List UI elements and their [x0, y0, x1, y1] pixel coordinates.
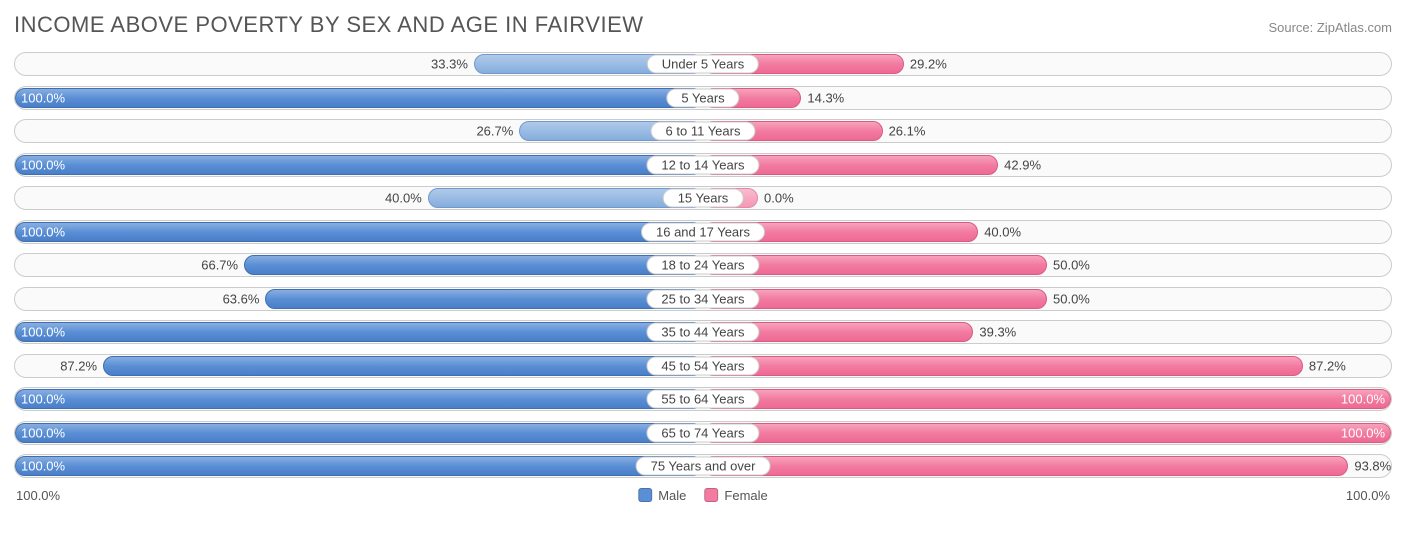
- legend-male-label: Male: [658, 488, 686, 503]
- female-value-label: 39.3%: [979, 325, 1016, 340]
- axis-right-label: 100.0%: [1346, 488, 1390, 503]
- male-value-label: 100.0%: [21, 325, 65, 340]
- chart-row: 100.0% 39.3% 35 to 44 Years: [14, 320, 1392, 344]
- male-bar: [15, 456, 703, 476]
- chart-row: 66.7% 50.0% 18 to 24 Years: [14, 253, 1392, 277]
- male-swatch: [638, 488, 652, 502]
- category-label: 5 Years: [666, 88, 739, 107]
- female-value-label: 100.0%: [1341, 392, 1385, 407]
- chart-row: 100.0% 42.9% 12 to 14 Years: [14, 153, 1392, 177]
- female-value-label: 42.9%: [1004, 157, 1041, 172]
- male-value-label: 40.0%: [385, 191, 422, 206]
- category-label: Under 5 Years: [647, 55, 759, 74]
- female-value-label: 14.3%: [807, 90, 844, 105]
- male-value-label: 100.0%: [21, 224, 65, 239]
- female-value-label: 50.0%: [1053, 258, 1090, 273]
- female-value-label: 50.0%: [1053, 291, 1090, 306]
- female-value-label: 87.2%: [1309, 358, 1346, 373]
- chart-row: 100.0% 93.8% 75 Years and over: [14, 454, 1392, 478]
- chart-row: 26.7% 26.1% 6 to 11 Years: [14, 119, 1392, 143]
- chart-title: INCOME ABOVE POVERTY BY SEX AND AGE IN F…: [14, 12, 644, 38]
- category-label: 75 Years and over: [636, 457, 771, 476]
- category-label: 55 to 64 Years: [646, 390, 759, 409]
- chart-row: 63.6% 50.0% 25 to 34 Years: [14, 287, 1392, 311]
- male-value-label: 100.0%: [21, 392, 65, 407]
- male-value-label: 100.0%: [21, 90, 65, 105]
- category-label: 16 and 17 Years: [641, 222, 765, 241]
- female-value-label: 0.0%: [764, 191, 794, 206]
- male-bar: [15, 155, 703, 175]
- male-bar: [15, 322, 703, 342]
- category-label: 12 to 14 Years: [646, 155, 759, 174]
- female-value-label: 100.0%: [1341, 425, 1385, 440]
- legend-female-label: Female: [724, 488, 767, 503]
- legend-female: Female: [704, 488, 767, 503]
- female-value-label: 29.2%: [910, 57, 947, 72]
- legend: Male Female: [638, 488, 768, 503]
- chart-row: 100.0% 14.3% 5 Years: [14, 86, 1392, 110]
- female-bar: [703, 356, 1303, 376]
- male-value-label: 100.0%: [21, 459, 65, 474]
- category-label: 25 to 34 Years: [646, 289, 759, 308]
- female-bar: [703, 456, 1348, 476]
- chart-header: INCOME ABOVE POVERTY BY SEX AND AGE IN F…: [14, 12, 1392, 38]
- male-value-label: 26.7%: [476, 124, 513, 139]
- chart-row: 100.0% 40.0% 16 and 17 Years: [14, 220, 1392, 244]
- legend-male: Male: [638, 488, 686, 503]
- male-value-label: 63.6%: [223, 291, 260, 306]
- chart-row: 100.0% 100.0% 55 to 64 Years: [14, 387, 1392, 411]
- category-label: 6 to 11 Years: [651, 122, 756, 141]
- x-axis: 100.0% Male Female 100.0%: [14, 488, 1392, 503]
- male-value-label: 33.3%: [431, 57, 468, 72]
- male-value-label: 66.7%: [201, 258, 238, 273]
- male-value-label: 100.0%: [21, 425, 65, 440]
- category-label: 18 to 24 Years: [646, 256, 759, 275]
- female-bar: [703, 389, 1391, 409]
- female-bar: [703, 423, 1391, 443]
- male-bar: [15, 88, 703, 108]
- chart-row: 87.2% 87.2% 45 to 54 Years: [14, 354, 1392, 378]
- male-bar: [15, 389, 703, 409]
- female-swatch: [704, 488, 718, 502]
- male-bar: [15, 222, 703, 242]
- category-label: 15 Years: [663, 189, 744, 208]
- male-bar: [103, 356, 703, 376]
- chart-row: 33.3% 29.2% Under 5 Years: [14, 52, 1392, 76]
- male-value-label: 100.0%: [21, 157, 65, 172]
- chart-row: 100.0% 100.0% 65 to 74 Years: [14, 421, 1392, 445]
- chart-source: Source: ZipAtlas.com: [1268, 20, 1392, 35]
- male-bar: [244, 255, 703, 275]
- chart-row: 40.0% 0.0% 15 Years: [14, 186, 1392, 210]
- category-label: 45 to 54 Years: [646, 356, 759, 375]
- diverging-bar-chart: 33.3% 29.2% Under 5 Years 100.0% 14.3% 5 Year…: [14, 52, 1392, 478]
- axis-left-label: 100.0%: [16, 488, 60, 503]
- female-value-label: 93.8%: [1354, 459, 1391, 474]
- male-bar: [265, 289, 703, 309]
- category-label: 35 to 44 Years: [646, 323, 759, 342]
- male-value-label: 87.2%: [60, 358, 97, 373]
- category-label: 65 to 74 Years: [646, 423, 759, 442]
- male-bar: [15, 423, 703, 443]
- female-value-label: 40.0%: [984, 224, 1021, 239]
- female-value-label: 26.1%: [889, 124, 926, 139]
